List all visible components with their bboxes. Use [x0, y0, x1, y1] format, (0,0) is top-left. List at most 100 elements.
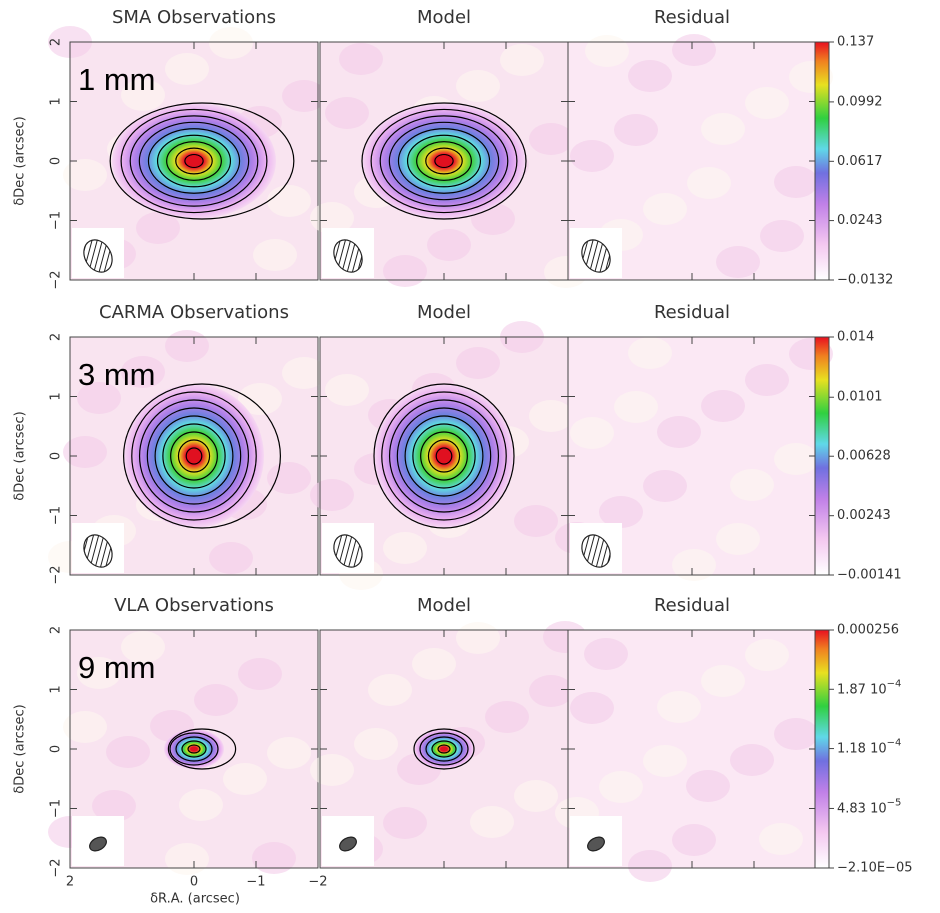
noise-patch	[514, 780, 558, 812]
peak	[191, 747, 197, 751]
noise-patch	[456, 622, 500, 654]
noise-patch	[194, 684, 238, 716]
noise-patch	[310, 479, 354, 511]
colorbar-label: 0.0101	[837, 390, 883, 405]
band-label: 3 mm	[78, 357, 156, 392]
noise-patch	[570, 417, 614, 449]
noise-patch	[310, 754, 354, 786]
noise-patch	[701, 113, 745, 145]
y-axis-label: δDec (arcsec)	[13, 411, 28, 500]
noise-patch	[529, 675, 573, 707]
colorbar-label: −0.0132	[837, 273, 893, 288]
noise-patch	[267, 185, 311, 217]
panel-title: Residual	[654, 595, 730, 616]
x-tick-label: 2	[66, 875, 74, 890]
noise-patch	[412, 648, 456, 680]
colorbar-label-base: 1.18 10	[837, 741, 887, 756]
noise-patch	[485, 701, 529, 733]
panel-title: Residual	[654, 7, 730, 28]
y-tick-label: 0	[49, 157, 64, 165]
noise-patch	[514, 505, 558, 537]
noise-patch	[686, 770, 730, 802]
colorbar	[815, 630, 829, 868]
noise-patch	[585, 35, 629, 67]
y-tick-label: 1	[49, 392, 64, 400]
colorbar	[815, 42, 829, 280]
noise-patch	[774, 166, 818, 198]
colorbar-label: 0.0617	[837, 154, 883, 169]
noise-patch	[354, 728, 398, 760]
colorbar-label: 0.0992	[837, 94, 883, 109]
colorbar-label: 1.87 10−4	[837, 678, 901, 697]
noise-patch	[253, 239, 297, 271]
noise-patch	[599, 771, 643, 803]
y-tick-label: 2	[49, 626, 64, 634]
noise-patch	[165, 330, 209, 362]
noise-patch	[672, 549, 716, 581]
band-label: 9 mm	[78, 650, 156, 685]
noise-patch	[716, 523, 760, 555]
peak	[186, 155, 202, 167]
noise-patch	[745, 639, 789, 671]
noise-patch	[383, 807, 427, 839]
noise-patch	[614, 114, 658, 146]
peak	[437, 449, 451, 463]
colorbar-label-exponent: −4	[887, 678, 902, 689]
noise-patch	[730, 744, 774, 776]
noise-patch	[570, 692, 614, 724]
colorbar-label-exponent: −5	[887, 797, 902, 808]
noise-patch	[282, 357, 326, 389]
y-tick-label: −1	[49, 506, 64, 525]
noise-patch	[165, 843, 209, 875]
panel-title: Model	[417, 7, 471, 28]
noise-patch	[529, 123, 573, 155]
peak	[187, 449, 201, 463]
noise-patch	[701, 390, 745, 422]
noise-patch	[774, 718, 818, 750]
peak	[441, 747, 447, 751]
panel-title: SMA Observations	[112, 7, 276, 28]
y-tick-label: −2	[49, 858, 64, 877]
noise-patch	[106, 736, 150, 768]
figure: SMA Observations 2 1 0 −1 −2 Model Residual 1 mm…	[0, 0, 940, 909]
noise-patch	[657, 416, 701, 448]
noise-patch	[223, 763, 267, 795]
noise-patch	[745, 364, 789, 396]
colorbar-label: 0.014	[837, 330, 874, 345]
y-tick-label: −1	[49, 799, 64, 818]
noise-patch	[209, 27, 253, 59]
colorbar-label: 0.00243	[837, 508, 891, 523]
y-tick-label: 1	[49, 97, 64, 105]
colorbar-label: 0.000256	[837, 623, 899, 638]
noise-patch	[456, 70, 500, 102]
noise-patch	[614, 391, 658, 423]
x-tick-label: −2	[308, 875, 327, 890]
y-axis-label: δDec (arcsec)	[13, 704, 28, 793]
noise-patch	[427, 229, 471, 261]
y-tick-label: 0	[49, 745, 64, 753]
colorbar-label: −0.00141	[837, 568, 902, 583]
panel-title: CARMA Observations	[99, 302, 289, 323]
noise-patch	[383, 255, 427, 287]
noise-patch	[716, 246, 760, 278]
y-tick-label: 2	[49, 38, 64, 46]
noise-patch	[325, 374, 369, 406]
x-tick-label: 0	[190, 875, 198, 890]
colorbar-label-exponent: −4	[887, 738, 902, 749]
band-label: 1 mm	[78, 62, 156, 97]
noise-patch	[643, 193, 687, 225]
noise-patch	[672, 34, 716, 66]
panel-title: Residual	[654, 302, 730, 323]
noise-patch	[759, 823, 803, 855]
colorbar-label: 0.137	[837, 35, 874, 50]
noise-patch	[570, 140, 614, 172]
noise-patch	[456, 347, 500, 379]
noise-patch	[760, 220, 804, 252]
noise-patch	[774, 443, 818, 475]
colorbar-label: 0.00628	[837, 449, 891, 464]
noise-patch	[628, 850, 672, 882]
noise-patch	[325, 97, 369, 129]
y-tick-label: −2	[49, 565, 64, 584]
noise-patch	[209, 542, 253, 574]
noise-patch	[730, 469, 774, 501]
